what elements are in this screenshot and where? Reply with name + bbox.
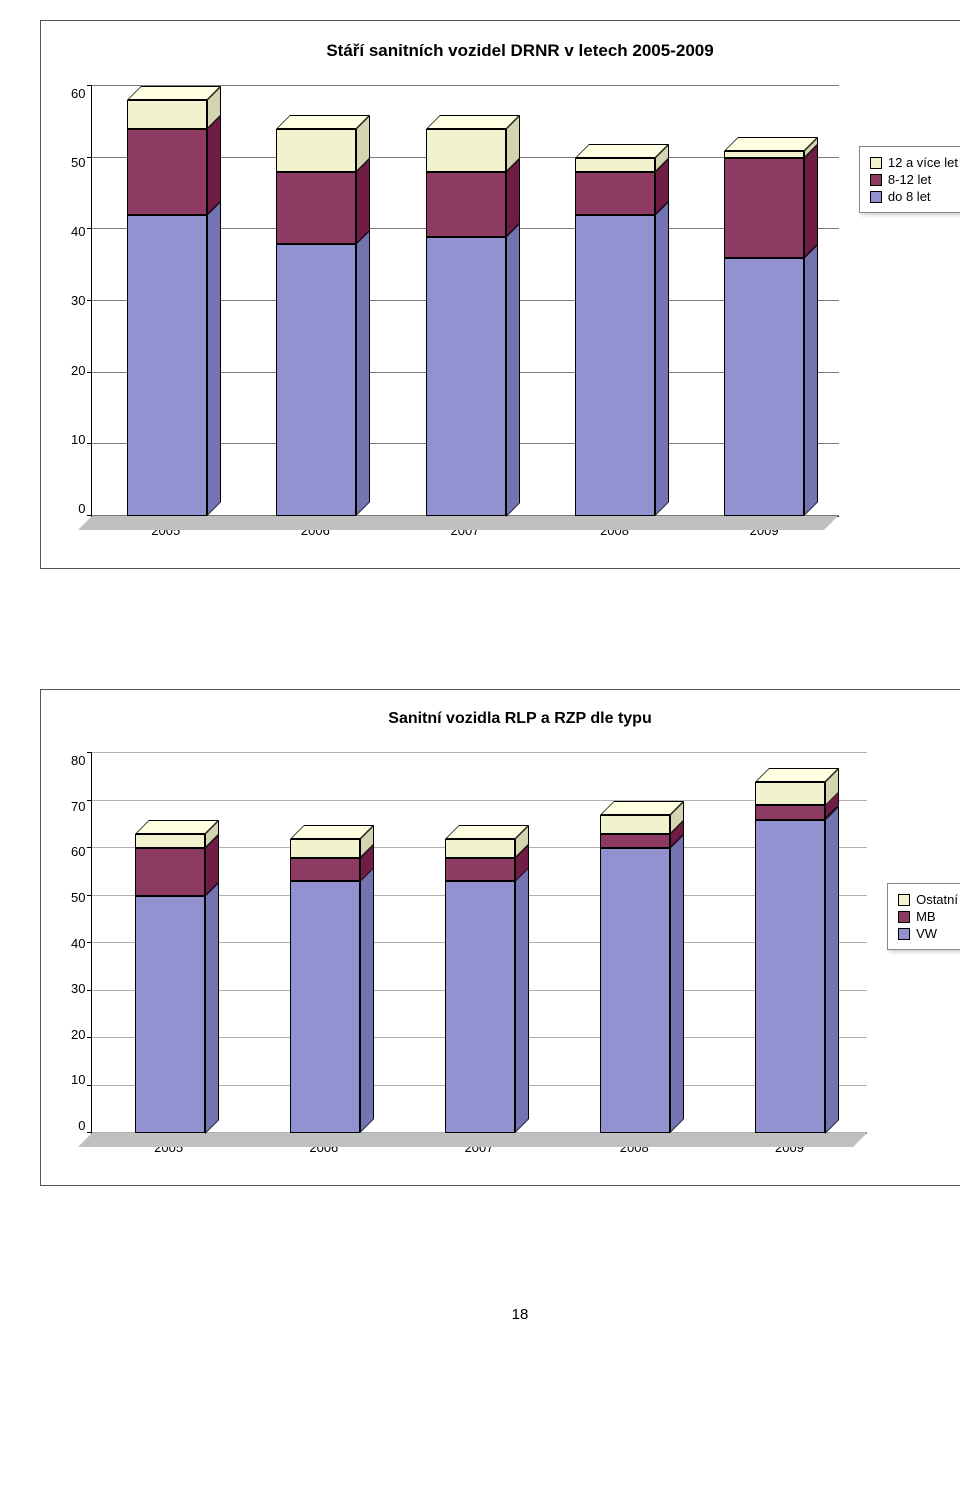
bar-segment bbox=[290, 881, 360, 1133]
legend-label: 8-12 let bbox=[888, 172, 931, 187]
legend-item: VW bbox=[898, 926, 958, 941]
chart-1-plot bbox=[91, 86, 838, 517]
bar-segment bbox=[426, 172, 506, 237]
ytick-label: 10 bbox=[71, 432, 85, 447]
ytick-label: 80 bbox=[71, 753, 85, 768]
bar-segment bbox=[600, 834, 670, 848]
ytick-label: 30 bbox=[71, 293, 85, 308]
bar-segment bbox=[290, 858, 360, 882]
legend-item: MB bbox=[898, 909, 958, 924]
bar-segment bbox=[135, 896, 205, 1134]
chart-2-yaxis: 80 70 60 50 40 30 20 10 0 bbox=[71, 753, 91, 1133]
legend-swatch bbox=[898, 911, 910, 923]
gridline bbox=[92, 752, 867, 753]
ytick-label: 70 bbox=[71, 799, 85, 814]
bar-segment bbox=[755, 805, 825, 819]
ytick-label: 20 bbox=[71, 1027, 85, 1042]
bar-segment bbox=[575, 215, 655, 516]
legend-label: do 8 let bbox=[888, 189, 931, 204]
ytick-label: 40 bbox=[71, 936, 85, 951]
legend-swatch bbox=[870, 191, 882, 203]
bar-segment bbox=[127, 100, 207, 129]
bar-segment bbox=[445, 839, 515, 858]
legend-label: MB bbox=[916, 909, 936, 924]
bar-segment bbox=[755, 782, 825, 806]
chart-1-title: Stáří sanitních vozidel DRNR v letech 20… bbox=[71, 41, 960, 61]
legend-item: Ostatní bbox=[898, 892, 958, 907]
bar-segment bbox=[575, 172, 655, 215]
chart-2-title: Sanitní vozidla RLP a RZP dle typu bbox=[71, 710, 960, 728]
bar-segment bbox=[290, 839, 360, 858]
ytick-label: 50 bbox=[71, 155, 85, 170]
bar-segment bbox=[724, 158, 804, 258]
bar-segment bbox=[600, 815, 670, 834]
bar-segment bbox=[575, 158, 655, 172]
page-number: 18 bbox=[40, 1306, 960, 1323]
chart-2-legend: Ostatní MB VW bbox=[887, 883, 960, 950]
ytick-label: 20 bbox=[71, 363, 85, 378]
ytick-label: 10 bbox=[71, 1072, 85, 1087]
gridline bbox=[92, 800, 867, 801]
bar-segment bbox=[445, 858, 515, 882]
ytick-label: 0 bbox=[78, 501, 85, 516]
legend-label: 12 a více let bbox=[888, 155, 958, 170]
bar-segment bbox=[127, 129, 207, 215]
legend-item: 8-12 let bbox=[870, 172, 958, 187]
bar-segment bbox=[426, 129, 506, 172]
chart-2-plot bbox=[91, 753, 867, 1134]
ytick-label: 60 bbox=[71, 844, 85, 859]
bar-segment bbox=[276, 129, 356, 172]
bar-segment bbox=[600, 848, 670, 1133]
legend-item: 12 a více let bbox=[870, 155, 958, 170]
bar-segment bbox=[276, 172, 356, 244]
legend-label: Ostatní bbox=[916, 892, 958, 907]
chart-1-yaxis: 60 50 40 30 20 10 0 bbox=[71, 86, 91, 516]
bar-segment bbox=[135, 834, 205, 848]
bar-segment bbox=[426, 237, 506, 517]
legend-label: VW bbox=[916, 926, 937, 941]
bar-segment bbox=[445, 881, 515, 1133]
ytick-label: 50 bbox=[71, 890, 85, 905]
ytick-label: 40 bbox=[71, 224, 85, 239]
legend-swatch bbox=[898, 928, 910, 940]
bar-segment bbox=[724, 258, 804, 516]
legend-item: do 8 let bbox=[870, 189, 958, 204]
chart-2-box: Sanitní vozidla RLP a RZP dle typu 80 70 6… bbox=[40, 689, 960, 1186]
ytick-label: 60 bbox=[71, 86, 85, 101]
bar-segment bbox=[135, 848, 205, 896]
chart-1-legend: 12 a více let 8-12 let do 8 let bbox=[859, 146, 960, 213]
bar-segment bbox=[755, 820, 825, 1134]
ytick-label: 30 bbox=[71, 981, 85, 996]
chart-1-box: Stáří sanitních vozidel DRNR v letech 20… bbox=[40, 20, 960, 569]
bar-segment bbox=[276, 244, 356, 516]
ytick-label: 0 bbox=[78, 1118, 85, 1133]
bar-segment bbox=[127, 215, 207, 516]
legend-swatch bbox=[898, 894, 910, 906]
bar-segment bbox=[724, 151, 804, 158]
legend-swatch bbox=[870, 174, 882, 186]
legend-swatch bbox=[870, 157, 882, 169]
